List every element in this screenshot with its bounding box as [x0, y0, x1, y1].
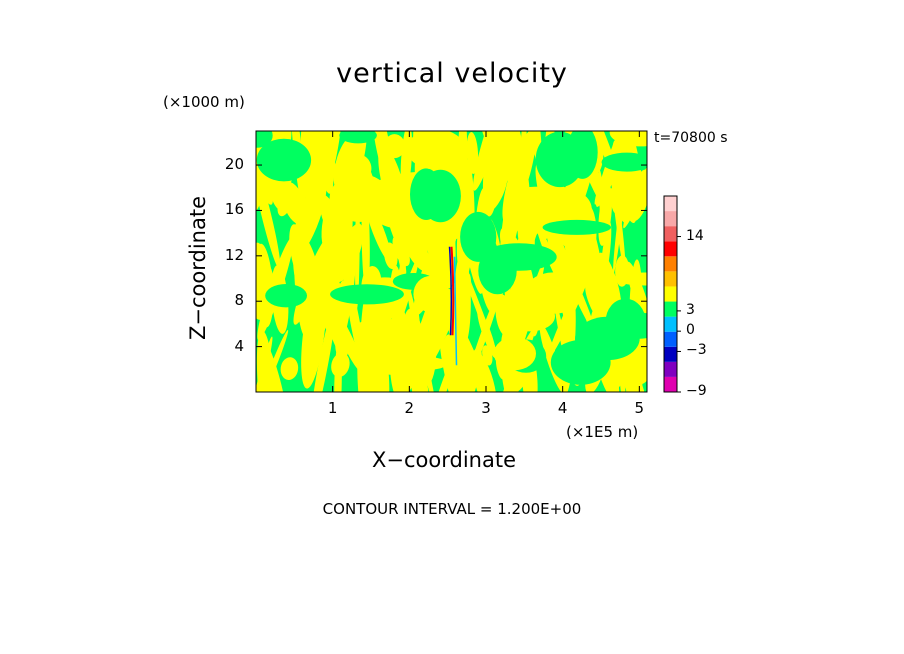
- x-tick-label: 5: [634, 399, 645, 417]
- plot-frame: [255, 130, 648, 393]
- colorbar-segment: [664, 346, 677, 362]
- field-blob: [329, 173, 390, 222]
- field-patch: [315, 131, 343, 197]
- colorbar-tick-label: −9: [686, 383, 707, 399]
- field-blob: [256, 131, 273, 148]
- colorbar-segment: [664, 376, 677, 392]
- field-blob: [406, 131, 465, 170]
- field-blob: [535, 131, 585, 188]
- y-axis-unit: (×1000 m): [163, 93, 245, 111]
- field-patch: [439, 334, 467, 392]
- field-blob: [256, 138, 312, 182]
- field-blob: [460, 211, 497, 262]
- x-axis-label: X−coordinate: [372, 448, 516, 472]
- field-blob: [614, 272, 647, 286]
- contour-interval-note: CONTOUR INTERVAL = 1.200E+00: [322, 500, 582, 518]
- field-patch: [392, 236, 410, 267]
- field-blob: [542, 219, 611, 235]
- field-patch: [597, 252, 622, 316]
- colorbar-segment: [664, 301, 677, 317]
- colorbar-segment: [664, 286, 677, 302]
- field-patch: [628, 169, 647, 222]
- field-blob: [265, 284, 307, 308]
- field-blob: [505, 301, 555, 332]
- time-label: t=70800 s: [654, 130, 728, 146]
- colorbar-segment: [664, 211, 677, 227]
- y-tick-label: 8: [234, 291, 244, 310]
- colorbar-segment: [664, 331, 677, 347]
- colorbar-tick-label: 3: [686, 301, 695, 318]
- colorbar-segment: [664, 256, 677, 272]
- field-patch: [327, 256, 349, 283]
- field-patch: [335, 252, 356, 353]
- field-blob: [478, 247, 517, 295]
- field-blob: [609, 131, 647, 147]
- field-patch: [280, 357, 299, 380]
- field-blob: [339, 131, 377, 144]
- colorbar-tick-label: 14: [686, 227, 704, 244]
- field-patch: [297, 235, 326, 335]
- colorbar-frame: [663, 195, 678, 393]
- colorbar-segment: [664, 271, 677, 287]
- field-patch: [477, 309, 497, 359]
- x-tick-label: 2: [404, 399, 415, 417]
- colorbar-segment: [664, 361, 677, 377]
- field-blob: [330, 284, 404, 305]
- field-patch: [331, 352, 350, 378]
- field-blob: [420, 169, 461, 223]
- field-patch: [281, 181, 308, 225]
- y-tick-label: 16: [224, 200, 244, 219]
- y-tick-label: 20: [224, 155, 244, 174]
- field-patch: [371, 131, 393, 186]
- colorbar-segment: [664, 316, 677, 332]
- field-patch: [384, 134, 406, 159]
- field-patch: [497, 131, 525, 205]
- x-tick-label: 3: [481, 399, 491, 417]
- field-patch: [471, 351, 497, 392]
- field-blob: [493, 337, 536, 371]
- colorbar-segment: [664, 226, 677, 242]
- x-tick-label: 1: [327, 399, 338, 417]
- colorbar-tick-label: 0: [686, 322, 695, 339]
- field-patch: [256, 330, 276, 392]
- field-patch: [466, 132, 479, 174]
- field-blob: [601, 152, 647, 172]
- colorbar-segment: [664, 241, 677, 257]
- field-patch: [331, 211, 345, 253]
- field-blob: [413, 275, 449, 313]
- field-patch: [256, 270, 270, 320]
- colorbar-segment: [664, 196, 677, 212]
- updraft-core: [450, 246, 455, 336]
- field-blob: [575, 316, 640, 361]
- downdraft-core: [448, 246, 453, 336]
- weak-downdraft: [453, 256, 458, 366]
- chart-title: vertical velocity: [336, 58, 568, 89]
- field-patch: [259, 346, 280, 392]
- field-group: [256, 131, 647, 392]
- x-tick-label: 4: [557, 399, 568, 417]
- y-tick-label: 12: [224, 245, 244, 264]
- x-axis-unit: (×1E5 m): [566, 423, 639, 441]
- y-tick-label: 4: [234, 336, 244, 355]
- field-patch: [613, 161, 628, 274]
- colorbar-tick-label: −3: [686, 342, 707, 359]
- field-blob: [357, 319, 429, 375]
- field-patch: [396, 247, 424, 348]
- field-patch: [492, 155, 513, 180]
- field-blob: [514, 194, 543, 240]
